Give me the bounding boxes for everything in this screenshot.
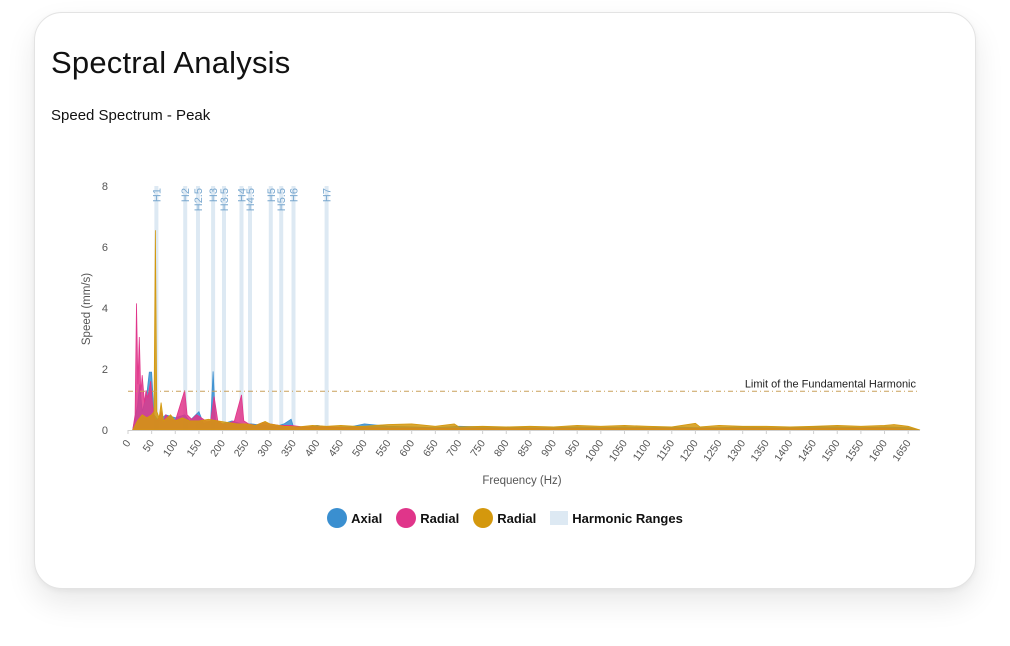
x-tick-label: 700 xyxy=(445,438,465,459)
harmonic-band-10 xyxy=(324,186,329,430)
y-tick-label: 4 xyxy=(102,303,108,315)
x-tick-label: 1050 xyxy=(607,438,630,464)
legend-item-3[interactable]: Harmonic Ranges xyxy=(550,511,683,526)
y-tick-label: 8 xyxy=(102,181,108,193)
harmonic-label: H7 xyxy=(322,188,334,202)
x-tick-label: 1600 xyxy=(867,438,890,464)
page-title: Spectral Analysis xyxy=(51,45,291,80)
harmonic-band-8 xyxy=(279,186,284,430)
x-tick-label: 1500 xyxy=(819,438,842,464)
x-tick-label: 550 xyxy=(374,438,394,459)
y-axis-label: Speed (mm/s) xyxy=(81,273,93,345)
y-tick-label: 6 xyxy=(102,242,108,254)
x-tick-label: 1550 xyxy=(843,438,866,464)
harmonic-band-5 xyxy=(239,186,244,430)
harmonic-label: H3 xyxy=(208,188,220,202)
harmonic-band-3 xyxy=(211,186,216,430)
x-tick-label: 1300 xyxy=(725,438,748,464)
x-tick-label: 1400 xyxy=(772,438,795,464)
x-tick-label: 350 xyxy=(279,438,299,459)
harmonic-band-9 xyxy=(291,186,296,430)
harmonic-label: H1 xyxy=(151,188,163,202)
legend-label: Radial xyxy=(420,510,460,526)
harmonic-label: H4.5 xyxy=(245,188,257,211)
harmonic-label: H5 xyxy=(266,188,278,202)
legend-item-1[interactable]: Radial xyxy=(396,508,459,528)
y-tick-label: 2 xyxy=(102,364,108,376)
harmonic-band-4 xyxy=(221,186,226,430)
x-tick-label: 1100 xyxy=(631,438,654,464)
x-tick-label: 950 xyxy=(563,438,583,459)
x-tick-label: 600 xyxy=(397,438,417,459)
legend-swatch xyxy=(550,511,569,525)
x-tick-label: 650 xyxy=(421,438,441,459)
x-tick-label: 1200 xyxy=(678,438,701,464)
x-tick-label: 850 xyxy=(515,438,535,459)
spectral-analysis-card xyxy=(34,12,976,589)
x-tick-label: 50 xyxy=(141,438,158,455)
legend-label: Harmonic Ranges xyxy=(572,510,683,526)
x-tick-label: 300 xyxy=(255,438,275,459)
legend-swatch xyxy=(396,508,417,528)
x-tick-label: 1250 xyxy=(701,438,724,464)
x-tick-label: 200 xyxy=(208,438,228,459)
harmonic-band-2 xyxy=(195,186,200,430)
legend-swatch xyxy=(327,508,348,528)
chart-subtitle: Speed Spectrum - Peak xyxy=(51,107,211,124)
x-tick-label: 900 xyxy=(539,438,559,459)
legend-label: Radial xyxy=(497,510,537,526)
x-tick-label: 1450 xyxy=(796,438,819,464)
harmonic-band-1 xyxy=(183,186,188,430)
harmonic-label: H6 xyxy=(288,188,300,202)
x-tick-label: 0 xyxy=(120,438,133,450)
legend-item-2[interactable]: Radial xyxy=(473,508,536,528)
x-tick-label: 1350 xyxy=(749,438,772,464)
harmonic-label: H4 xyxy=(236,188,248,202)
x-tick-label: 400 xyxy=(303,438,323,459)
legend-item-0[interactable]: Axial xyxy=(327,508,382,528)
harmonic-label: H2.5 xyxy=(193,188,205,211)
x-tick-label: 1150 xyxy=(654,438,677,464)
x-tick-label: 100 xyxy=(161,438,181,459)
x-axis-label: Frequency (Hz) xyxy=(482,475,561,487)
x-tick-label: 1650 xyxy=(890,438,913,464)
x-tick-label: 450 xyxy=(326,438,346,459)
limit-line-label: Limit of the Fundamental Harmonic xyxy=(745,378,917,390)
legend-label: Axial xyxy=(351,510,383,526)
chart-legend: Axial Radial Radial Harmonic Ranges xyxy=(0,508,1010,528)
harmonic-label: H2 xyxy=(180,188,192,202)
harmonic-band-6 xyxy=(247,186,252,430)
harmonic-label: H5.5 xyxy=(276,188,288,211)
x-tick-label: 150 xyxy=(184,438,204,459)
harmonic-band-7 xyxy=(268,186,273,430)
x-tick-label: 750 xyxy=(468,438,488,459)
y-tick-label: 0 xyxy=(102,425,108,437)
x-tick-label: 250 xyxy=(232,438,252,459)
harmonic-label: H3.5 xyxy=(219,188,231,211)
x-tick-label: 800 xyxy=(492,438,512,459)
x-tick-label: 500 xyxy=(350,438,370,459)
legend-swatch xyxy=(473,508,494,528)
limit-line-group: Limit of the Fundamental Harmonic xyxy=(128,378,920,392)
series-area-radial-gold xyxy=(132,230,921,431)
series-areas xyxy=(132,230,921,431)
x-tick-label: 1000 xyxy=(583,438,606,464)
